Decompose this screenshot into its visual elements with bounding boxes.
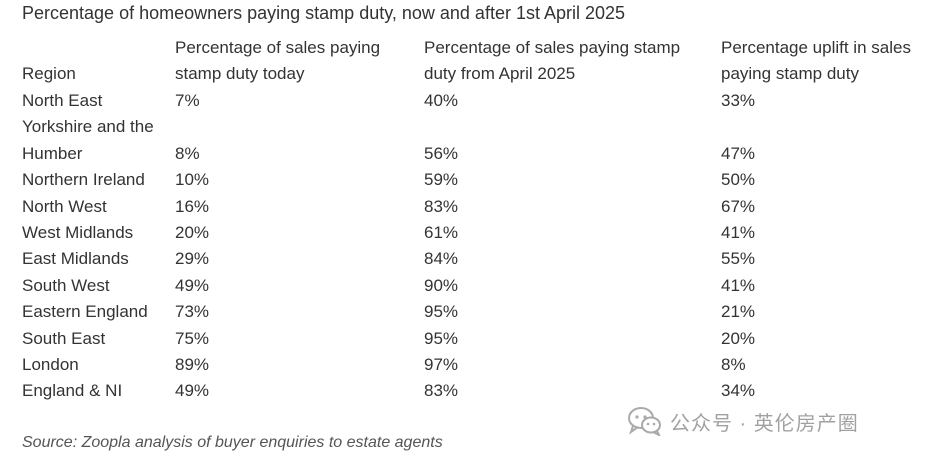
table-row: London 89% 97% 8% — [0, 352, 938, 378]
uplift-cell: 47% — [721, 143, 756, 163]
from-april-cell: 97% — [424, 354, 459, 374]
today-cell: 49% — [175, 275, 210, 295]
from-april-cell: 59% — [424, 170, 459, 190]
uplift-cell: 21% — [721, 302, 756, 322]
region-cell: England & NI — [22, 381, 123, 401]
from-april-cell: 95% — [424, 302, 459, 322]
uplift-cell: 50% — [721, 170, 756, 190]
table-row: West Midlands 20% 61% 41% — [0, 220, 938, 246]
region-cell: East Midlands — [22, 249, 129, 269]
uplift-cell: 33% — [721, 90, 756, 110]
table-row: North West 16% 83% 67% — [0, 194, 938, 220]
region-cell: London — [22, 354, 79, 374]
uplift-cell: 20% — [721, 328, 756, 348]
today-cell: 49% — [175, 381, 210, 401]
from-april-cell: 61% — [424, 222, 459, 242]
table-row: England & NI 49% 83% 34% — [0, 378, 938, 404]
watermark-text: 公众号 · 英伦房产圈 — [670, 412, 859, 435]
uplift-cell: 41% — [721, 275, 756, 295]
region-cell: North East — [22, 90, 103, 110]
from-april-cell: 84% — [424, 249, 459, 269]
region-cell: South East — [22, 328, 106, 348]
table-body: North East 7% 40% 33% Yorkshire and the … — [0, 88, 938, 405]
column-header-uplift: Percentage uplift in sales paying stamp … — [721, 38, 911, 83]
today-cell: 10% — [175, 170, 210, 190]
uplift-cell: 67% — [721, 196, 756, 216]
today-cell: 20% — [175, 222, 210, 242]
column-header-from-april: Percentage of sales paying stamp duty fr… — [424, 38, 681, 83]
region-cell: Yorkshire and the Humber — [22, 117, 154, 163]
uplift-cell: 41% — [721, 222, 756, 242]
from-april-cell: 83% — [424, 196, 459, 216]
today-cell: 89% — [175, 354, 210, 374]
wechat-icon — [628, 406, 662, 438]
from-april-cell: 83% — [424, 381, 459, 401]
table-row: Northern Ireland 10% 59% 50% — [0, 167, 938, 193]
column-header-today: Percentage of sales paying stamp duty to… — [175, 38, 381, 83]
uplift-cell: 55% — [721, 249, 756, 269]
table-row: South East 75% 95% 20% — [0, 326, 938, 352]
table-row: Yorkshire and the Humber 8% 56% 47% — [0, 114, 938, 167]
today-cell: 7% — [175, 90, 200, 110]
from-april-cell: 40% — [424, 90, 459, 110]
table-row: East Midlands 29% 84% 55% — [0, 246, 938, 272]
uplift-cell: 34% — [721, 381, 756, 401]
region-cell: Eastern England — [22, 302, 148, 322]
today-cell: 29% — [175, 249, 210, 269]
source-note: Source: Zoopla analysis of buyer enquiri… — [22, 434, 443, 451]
watermark: 公众号 · 英伦房产圈 — [628, 404, 859, 438]
region-cell: South West — [22, 275, 110, 295]
region-cell: North West — [22, 196, 107, 216]
table-row: Eastern England 73% 95% 21% — [0, 299, 938, 325]
uplift-cell: 8% — [721, 354, 746, 374]
region-cell: West Midlands — [22, 222, 134, 242]
today-cell: 16% — [175, 196, 210, 216]
today-cell: 73% — [175, 302, 210, 322]
today-cell: 8% — [175, 143, 200, 163]
from-april-cell: 56% — [424, 143, 459, 163]
page-title: Percentage of homeowners paying stamp du… — [22, 3, 626, 23]
table-row: North East 7% 40% 33% — [0, 88, 938, 114]
from-april-cell: 90% — [424, 275, 459, 295]
today-cell: 75% — [175, 328, 210, 348]
from-april-cell: 95% — [424, 328, 459, 348]
table-row: South West 49% 90% 41% — [0, 273, 938, 299]
column-header-region: Region — [22, 64, 76, 83]
region-cell: Northern Ireland — [22, 170, 145, 190]
